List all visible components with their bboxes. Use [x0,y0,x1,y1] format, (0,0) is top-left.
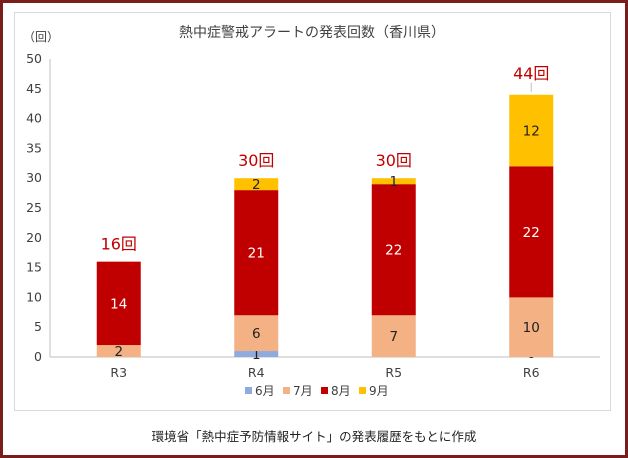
y-tick-label: 25 [26,200,42,215]
x-tick-label: R6 [523,365,540,380]
legend-swatch-8月 [321,387,328,394]
bar-segment-R5-8月 [371,184,416,316]
bar-segment-R4-8月 [234,190,279,316]
bar-segment-R6-8月 [509,166,554,298]
y-tick-label: 20 [26,230,42,245]
bar-segment-R6-7月 [509,297,554,357]
y-tick-label: 40 [26,111,42,126]
data-label: 7 [389,329,398,345]
data-label: 6 [252,326,261,342]
legend-label: 9月 [369,384,389,398]
data-label: 12 [523,124,540,140]
y-tick-label: 10 [26,289,42,304]
total-label: 30回 [376,151,412,170]
bar-segment-R3-8月 [96,261,141,346]
y-tick-label: 50 [26,51,42,66]
data-label: 2 [114,344,123,360]
data-label: 22 [385,243,402,259]
data-label: 21 [248,246,265,262]
data-label: 22 [523,225,540,241]
y-tick-label: 30 [26,170,42,185]
legend-label: 7月 [293,384,313,398]
y-axis-unit-label: （回） [23,30,59,44]
bar-segment-R4-9月 [234,178,279,191]
y-tick-label: 5 [34,319,42,334]
total-label: 30回 [238,151,274,170]
y-tick-label: 15 [26,260,42,275]
bar-segment-R6-9月 [509,94,554,167]
data-label: 1 [252,347,261,363]
data-label: 14 [110,296,127,312]
data-label: 1 [389,174,398,190]
source-note: 環境省「熱中症予防情報サイト」の発表履歴をもとに作成 [151,429,477,444]
bar-segment-R4-6月 [234,351,279,357]
y-tick-label: 0 [34,349,42,364]
legend-label: 6月 [255,384,275,398]
bar-segment-R5-9月 [371,178,416,185]
y-tick-label: 45 [26,81,42,96]
x-tick-label: R5 [385,365,402,380]
data-label: 10 [523,320,540,336]
total-label: 16回 [101,235,137,254]
stacked-bar-chart: 熱中症警戒アラートの発表回数（香川県） （回） 0 5 10 15 20 25 30 35 40 45… [23,25,600,398]
x-tick-label: R4 [248,365,265,380]
bar-segment-R4-7月 [234,315,279,352]
legend-swatch-7月 [283,387,290,394]
chart-title: 熱中症警戒アラートの発表回数（香川県） [179,25,445,41]
y-tick-label: 35 [26,140,42,155]
bar-segment-R5-7月 [371,315,416,357]
data-label: 2 [252,177,261,193]
total-label: 44回 [513,64,549,83]
legend-swatch-6月 [245,387,252,394]
chart-panel: 熱中症警戒アラートの発表回数（香川県） （回） 0 5 10 15 20 25 30 35 40 45… [14,12,611,411]
legend-label: 8月 [331,384,351,398]
legend-swatch-9月 [359,387,366,394]
bar-segment-R3-7月 [96,345,141,357]
x-tick-label: R3 [110,365,127,380]
